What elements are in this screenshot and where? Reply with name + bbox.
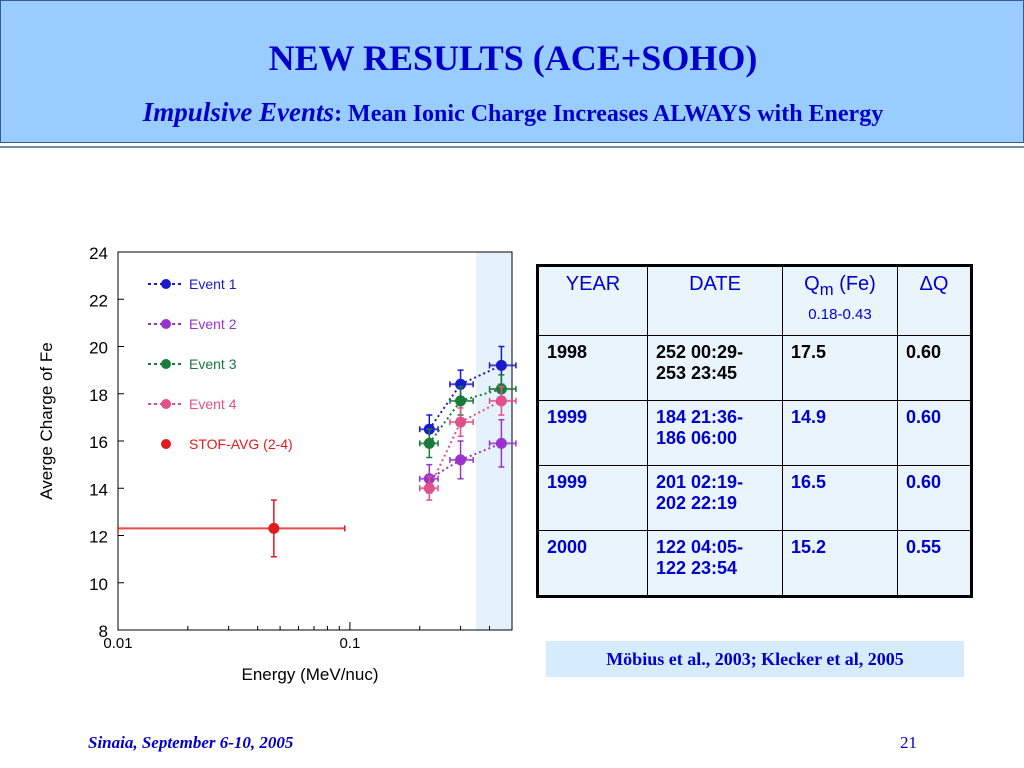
footer-location: Sinaia, September 6-10, 2005: [88, 733, 294, 752]
col-date: DATE: [647, 265, 783, 336]
series-line: [460, 442, 502, 461]
data-point: [268, 522, 280, 534]
cell-qm: 14.9: [782, 400, 898, 466]
y-axis-label: Averge Charge of Fe: [37, 342, 56, 500]
series-line: [428, 400, 462, 444]
series-line: [460, 388, 502, 402]
date-end: 253 23:45: [656, 363, 738, 383]
subtitle-rest: : Mean Ionic Charge Increases ALWAYS wit…: [334, 101, 884, 127]
cell-date: 122 04:05- 122 23:54: [647, 530, 783, 597]
col-dq: ΔQ: [897, 265, 972, 336]
y-tick-label: 14: [89, 480, 108, 499]
qm-label: Q: [804, 273, 820, 295]
table-row: 1998 252 00:29- 253 23:45 17.5 0.60: [537, 335, 972, 401]
cell-qm: 16.5: [782, 465, 898, 531]
legend-marker: [161, 359, 171, 369]
cell-date: 201 02:19- 202 22:19: [647, 465, 783, 531]
data-point: [423, 437, 435, 449]
legend-marker: [161, 279, 171, 289]
date-end: 186 06:00: [656, 428, 738, 448]
highlight-band: [476, 252, 512, 630]
cell-year: 1999: [537, 400, 648, 466]
page-number: 21: [900, 733, 917, 752]
table-row: 1999 201 02:19- 202 22:19 16.5 0.60: [537, 465, 972, 531]
header-divider: [0, 146, 1024, 148]
slide-title: NEW RESULTS (ACE+SOHO): [268, 38, 758, 78]
cell-dq: 0.60: [897, 335, 972, 401]
date-end: 202 22:19: [656, 493, 738, 513]
y-tick-label: 16: [89, 433, 108, 452]
table-header-row: YEAR DATE Qm (Fe) 0.18-0.43 ΔQ: [537, 265, 972, 336]
date-start: 201 02:19-: [656, 472, 744, 492]
cell-qm: 15.2: [782, 530, 898, 597]
legend-label: Event 4: [189, 396, 237, 412]
legend-label: Event 1: [189, 276, 237, 292]
legend-label: Event 2: [189, 316, 237, 332]
data-point: [495, 437, 507, 449]
y-tick-label: 22: [89, 291, 108, 310]
subtitle-italic: Impulsive Events: [142, 97, 335, 127]
cell-year: 2000: [537, 530, 648, 597]
y-tick-label: 12: [89, 528, 108, 547]
y-tick-label: 18: [89, 386, 108, 405]
data-point: [455, 454, 467, 466]
cell-year: 1999: [537, 465, 648, 531]
table-row: 1999 184 21:36- 186 06:00 14.9 0.60: [537, 400, 972, 466]
legend-label: STOF-AVG (2-4): [189, 436, 293, 452]
qm-suffix: (Fe): [833, 273, 876, 295]
legend-marker: [161, 399, 171, 409]
slide-subtitle: Impulsive Events: Mean Ionic Charge Incr…: [1, 97, 1024, 128]
legend-marker: [161, 319, 171, 329]
event-table: YEAR DATE Qm (Fe) 0.18-0.43 ΔQ 1998 252 0…: [536, 264, 973, 598]
qm-sub: m: [819, 280, 834, 299]
title-banner: NEW RESULTS (ACE+SOHO) Impulsive Events:…: [0, 0, 1024, 143]
col-year: YEAR: [537, 265, 648, 336]
legend-marker: [161, 439, 171, 449]
cell-dq: 0.60: [897, 400, 972, 466]
x-axis-label: Energy (MeV/nuc): [242, 665, 379, 684]
charge-energy-chart: 8 10 12 14 16 18 20 22 24 0.01 0.1 Energy (MeV/nuc)…: [37, 244, 517, 684]
qm-range: 0.18-0.43: [808, 306, 872, 323]
data-point: [455, 416, 467, 428]
cell-year: 1998: [537, 335, 648, 401]
data-point: [495, 395, 507, 407]
cell-date: 252 00:29- 253 23:45: [647, 335, 783, 401]
y-tick-label: 10: [89, 575, 108, 594]
data-point: [423, 482, 435, 494]
date-start: 122 04:05-: [656, 537, 744, 557]
date-end: 122 23:54: [656, 558, 738, 578]
y-tick-label: 20: [89, 339, 108, 358]
data-point: [495, 359, 507, 371]
cell-date: 184 21:36- 186 06:00: [647, 400, 783, 466]
cell-qm: 17.5: [782, 335, 898, 401]
legend-label: Event 3: [189, 356, 237, 372]
plot-frame: [117, 251, 513, 631]
reference-box: Möbius et al., 2003; Klecker et al, 2005: [546, 641, 964, 677]
series-line: [428, 421, 462, 489]
data-point: [455, 395, 467, 407]
series-line: [428, 383, 462, 430]
x-tick-label: 0.01: [103, 635, 132, 652]
y-tick-label: 8: [99, 622, 108, 641]
table-row: 2000 122 04:05- 122 23:54 15.2 0.55: [537, 530, 972, 597]
cell-dq: 0.55: [897, 530, 972, 597]
y-tick-label: 24: [89, 244, 108, 263]
series-line: [428, 459, 462, 480]
x-tick-label: 0.1: [339, 635, 360, 652]
col-qm: Qm (Fe) 0.18-0.43: [782, 265, 898, 336]
cell-dq: 0.60: [897, 465, 972, 531]
date-start: 184 21:36-: [656, 407, 744, 427]
date-start: 252 00:29-: [656, 342, 744, 362]
